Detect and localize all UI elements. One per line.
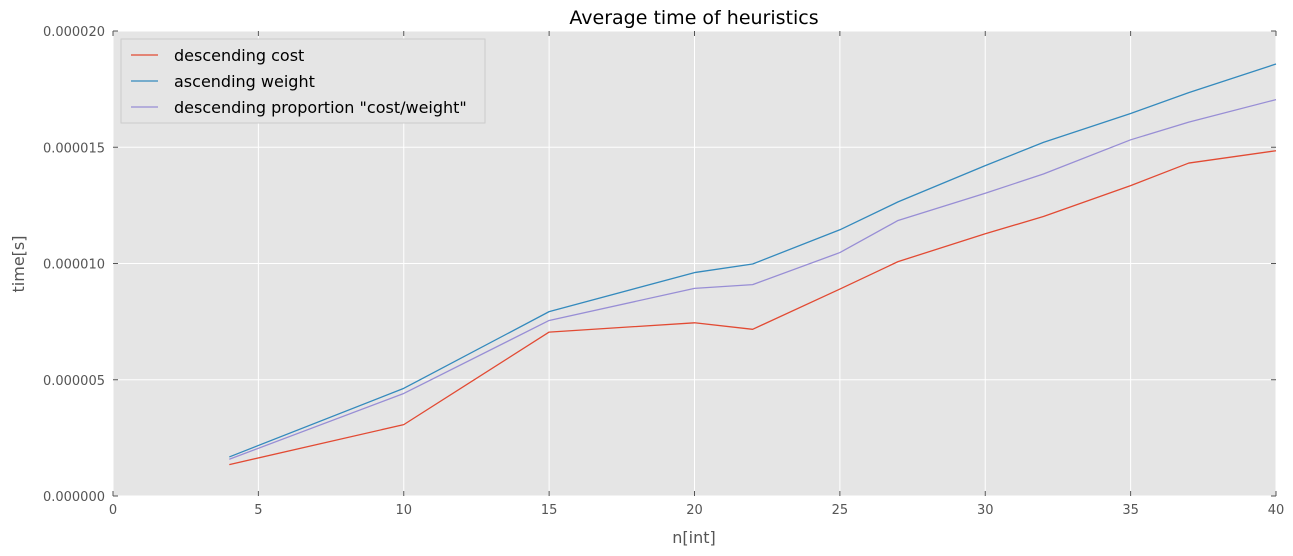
chart-title: Average time of heuristics bbox=[569, 7, 818, 29]
legend-label-ascending-weight: ascending weight bbox=[174, 72, 315, 91]
y-tick-label: 0.000020 bbox=[43, 25, 105, 40]
axis-ticks bbox=[112, 30, 1277, 497]
y-tick-labels: 0.000000 0.000005 0.000010 0.000015 0.000020 bbox=[43, 25, 105, 505]
legend-label-descending-cost: descending cost bbox=[174, 46, 304, 65]
y-tick-label: 0.000005 bbox=[43, 374, 105, 389]
y-tick-label: 0.000000 bbox=[43, 490, 105, 505]
x-tick-label: 5 bbox=[254, 503, 262, 518]
x-tick-label: 40 bbox=[1268, 503, 1285, 518]
x-tick-label: 30 bbox=[977, 503, 994, 518]
x-tick-label: 10 bbox=[395, 503, 412, 518]
legend-label-descending-proportion: descending proportion "cost/weight" bbox=[174, 98, 467, 117]
y-axis-label: time[s] bbox=[9, 236, 28, 293]
y-tick-label: 0.000015 bbox=[43, 141, 105, 156]
series-line-ascending-weight bbox=[229, 63, 1277, 458]
x-axis-label: n[int] bbox=[672, 528, 715, 547]
legend-box bbox=[120, 38, 486, 124]
x-tick-labels: 0 5 10 15 20 25 30 35 40 bbox=[109, 503, 1284, 518]
series-line-descending-cost bbox=[229, 150, 1277, 466]
x-tick-label: 25 bbox=[832, 503, 849, 518]
x-tick-label: 20 bbox=[686, 503, 703, 518]
y-tick-label: 0.000010 bbox=[43, 258, 105, 273]
x-tick-label: 15 bbox=[541, 503, 558, 518]
series-line-descending-proportion bbox=[229, 98, 1277, 460]
x-tick-label: 35 bbox=[1122, 503, 1139, 518]
series-lines bbox=[229, 63, 1277, 466]
legend: descending cost ascending weight descend… bbox=[120, 38, 486, 124]
x-tick-label: 0 bbox=[109, 503, 117, 518]
